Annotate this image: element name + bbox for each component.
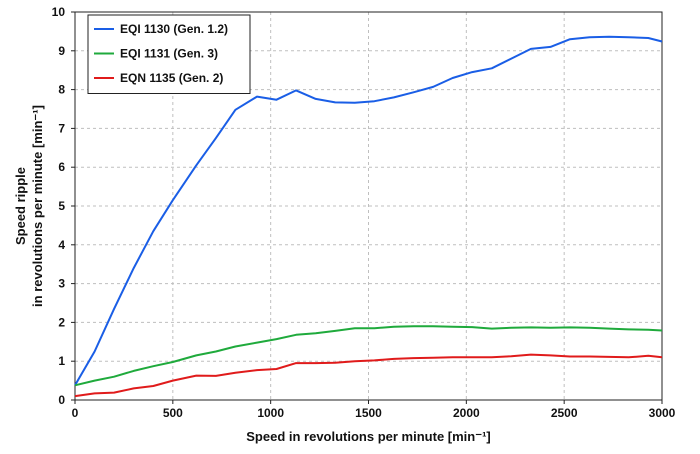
- y-tick-label: 1: [58, 354, 65, 368]
- y-tick-label: 6: [58, 160, 65, 174]
- legend-label-3: EQN 1135 (Gen. 2): [120, 71, 223, 85]
- x-tick-label: 500: [163, 406, 183, 420]
- legend-box: [87, 14, 251, 94]
- x-tick-label: 3000: [649, 406, 676, 420]
- legend-label-1: EQI 1130 (Gen. 1.2): [120, 22, 228, 36]
- y-axis-title-line-1: Speed ripple: [13, 167, 28, 245]
- y-tick-label: 5: [58, 199, 65, 213]
- y-tick-label: 8: [58, 83, 65, 97]
- legend-label-2: EQI 1131 (Gen. 3): [120, 47, 218, 61]
- y-tick-label: 4: [58, 238, 65, 252]
- series-line-2: [74, 325, 663, 387]
- legend: EQI 1130 (Gen. 1.2) EQI 1131 (Gen. 3) EQN …: [87, 14, 251, 94]
- x-tick-label: 2000: [453, 406, 480, 420]
- x-tick-label: 1500: [355, 406, 382, 420]
- series-line-3: [74, 353, 663, 398]
- y-tick-label: 9: [58, 44, 65, 58]
- x-tick-label: 2500: [551, 406, 578, 420]
- y-tick-label: 3: [58, 277, 65, 291]
- y-tick-label: 2: [58, 315, 65, 329]
- x-tick-label: 0: [72, 406, 79, 420]
- series-line-1: [74, 35, 663, 386]
- x-axis-title: Speed in revolutions per minute [min⁻¹]: [246, 429, 491, 444]
- axes: 0 500 1000 1500 2000 2500 3000 0 1 2 3 4 5 6 7 8 9 10: [52, 5, 676, 420]
- y-axis-title-line-2: in revolutions per minute [min⁻¹]: [30, 105, 45, 307]
- series-lines: [74, 35, 663, 398]
- y-tick-label: 7: [58, 121, 65, 135]
- x-tick-label: 1000: [257, 406, 284, 420]
- y-tick-label: 10: [52, 5, 66, 19]
- y-tick-label: 0: [58, 393, 65, 407]
